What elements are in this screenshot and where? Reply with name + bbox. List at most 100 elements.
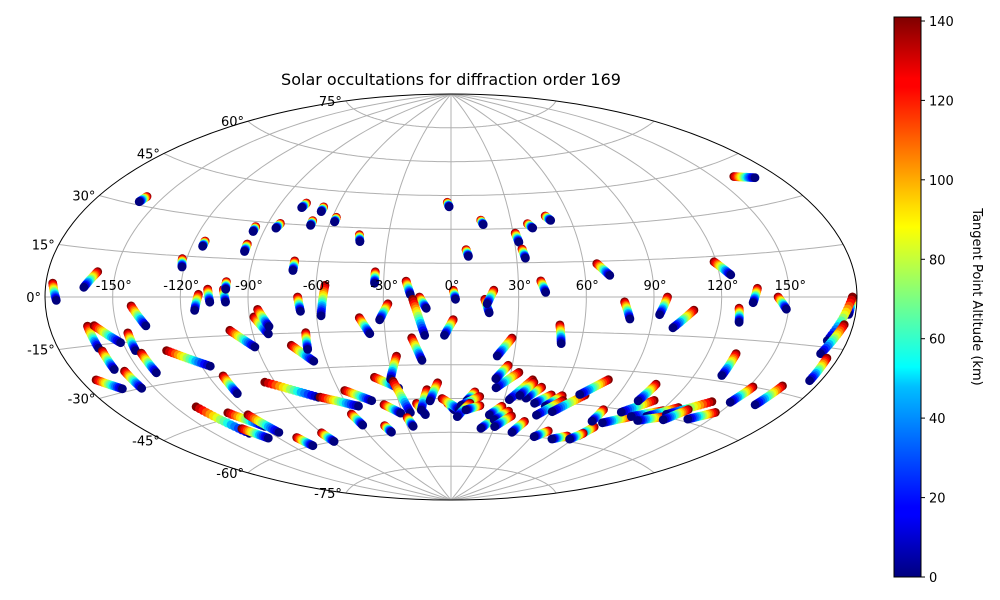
y-tick-label: -75°: [314, 487, 342, 502]
track-point: [408, 421, 418, 431]
track-point: [529, 432, 539, 442]
track-point: [271, 223, 281, 233]
occultation-track: [448, 285, 460, 304]
occultation-track: [97, 346, 119, 374]
track-point: [116, 338, 125, 348]
x-tick-label: 30°: [508, 279, 531, 294]
track-point: [232, 389, 242, 398]
track-point: [725, 397, 735, 407]
occultation-track: [375, 299, 393, 325]
track-point: [330, 217, 339, 227]
track-point: [205, 361, 215, 371]
y-tick-label: 60°: [221, 115, 244, 130]
occultation-track: [330, 212, 341, 227]
colorbar-tick-label: 140: [929, 15, 954, 30]
occultation-track: [286, 340, 319, 366]
track-point: [141, 321, 151, 331]
track-point: [316, 311, 326, 321]
track-point: [491, 374, 501, 384]
track-point: [464, 252, 473, 261]
occultation-track: [748, 283, 762, 308]
track-point: [358, 420, 368, 430]
colorbar-tick-label: 100: [929, 174, 954, 189]
occultation-track: [442, 197, 454, 212]
y-tick-label: 45°: [137, 148, 160, 163]
track-point: [367, 396, 377, 406]
occultation-track: [523, 219, 538, 233]
track-point: [726, 270, 736, 280]
occultation-track: [218, 371, 242, 398]
track-point: [507, 427, 517, 437]
occultation-track: [440, 315, 458, 340]
track-point: [452, 412, 462, 421]
y-tick-label: -45°: [132, 435, 160, 450]
colorbar-tick-label: 80: [929, 253, 946, 268]
track-point: [387, 427, 396, 437]
occultation-track: [243, 410, 284, 437]
track-point: [248, 227, 258, 236]
colorbar: 0 20 40 60 80 100 120 140 Tangent Point Altitud…: [893, 15, 984, 586]
meridian-gridline: [450, 93, 520, 501]
data-layer: [48, 172, 857, 451]
track-point: [329, 437, 339, 446]
meridian-gridline: [450, 93, 790, 501]
track-point: [616, 407, 626, 417]
occultation-track: [476, 215, 488, 230]
track-point: [476, 423, 486, 433]
occultation-track: [248, 222, 261, 236]
occultation-track: [89, 321, 125, 348]
occultation-track: [126, 301, 151, 331]
track-point: [556, 339, 566, 348]
occultation-track: [316, 202, 329, 217]
occultation-track: [297, 198, 311, 213]
occultation-track: [408, 294, 430, 340]
occultation-track: [547, 431, 572, 444]
track-point: [137, 383, 147, 393]
occultation-track: [221, 277, 231, 294]
occultation-track: [402, 413, 418, 431]
track-point: [316, 207, 326, 217]
track-point: [370, 278, 379, 288]
colorbar-tick-label: 120: [929, 94, 954, 109]
occultation-track: [592, 259, 615, 280]
occultation-track: [709, 257, 736, 280]
meridian-gridline: [450, 93, 723, 501]
track-point: [655, 310, 664, 320]
track-point: [478, 220, 488, 230]
track-point: [221, 297, 230, 307]
track-point: [658, 415, 668, 425]
occultation-track: [491, 368, 524, 393]
tick-labels: -150° -120° -90° -60° -30° 0° 30° 60° 90° 120° 150…: [26, 95, 806, 502]
track-point: [546, 216, 556, 225]
occultation-track: [370, 267, 380, 288]
occultation-track: [198, 236, 210, 251]
track-point: [152, 368, 161, 378]
occultation-track: [729, 172, 760, 183]
track-point: [309, 356, 319, 366]
track-point: [547, 407, 557, 417]
occultation-track: [461, 401, 485, 415]
occultation-track: [425, 378, 442, 406]
occultation-track: [725, 382, 758, 407]
colorbar-ticks: 0 20 40 60 80 100 120 140: [921, 15, 954, 586]
meridian-gridline: [112, 93, 452, 501]
track-point: [303, 345, 313, 354]
track-point: [633, 416, 642, 425]
track-point: [396, 408, 406, 418]
occultation-track: [123, 328, 140, 355]
x-tick-label: 120°: [707, 279, 738, 294]
track-point: [782, 304, 791, 314]
track-point: [221, 284, 231, 294]
track-point: [547, 434, 557, 444]
x-tick-label: 150°: [775, 279, 806, 294]
occultation-track: [530, 390, 556, 408]
track-point: [177, 262, 187, 272]
track-point: [365, 329, 375, 339]
occultation-track: [347, 409, 368, 430]
track-point: [297, 203, 307, 213]
occultation-track: [536, 276, 551, 297]
colorbar-tick-label: 0: [929, 571, 937, 586]
track-point: [750, 400, 760, 410]
occultation-track: [658, 405, 693, 425]
